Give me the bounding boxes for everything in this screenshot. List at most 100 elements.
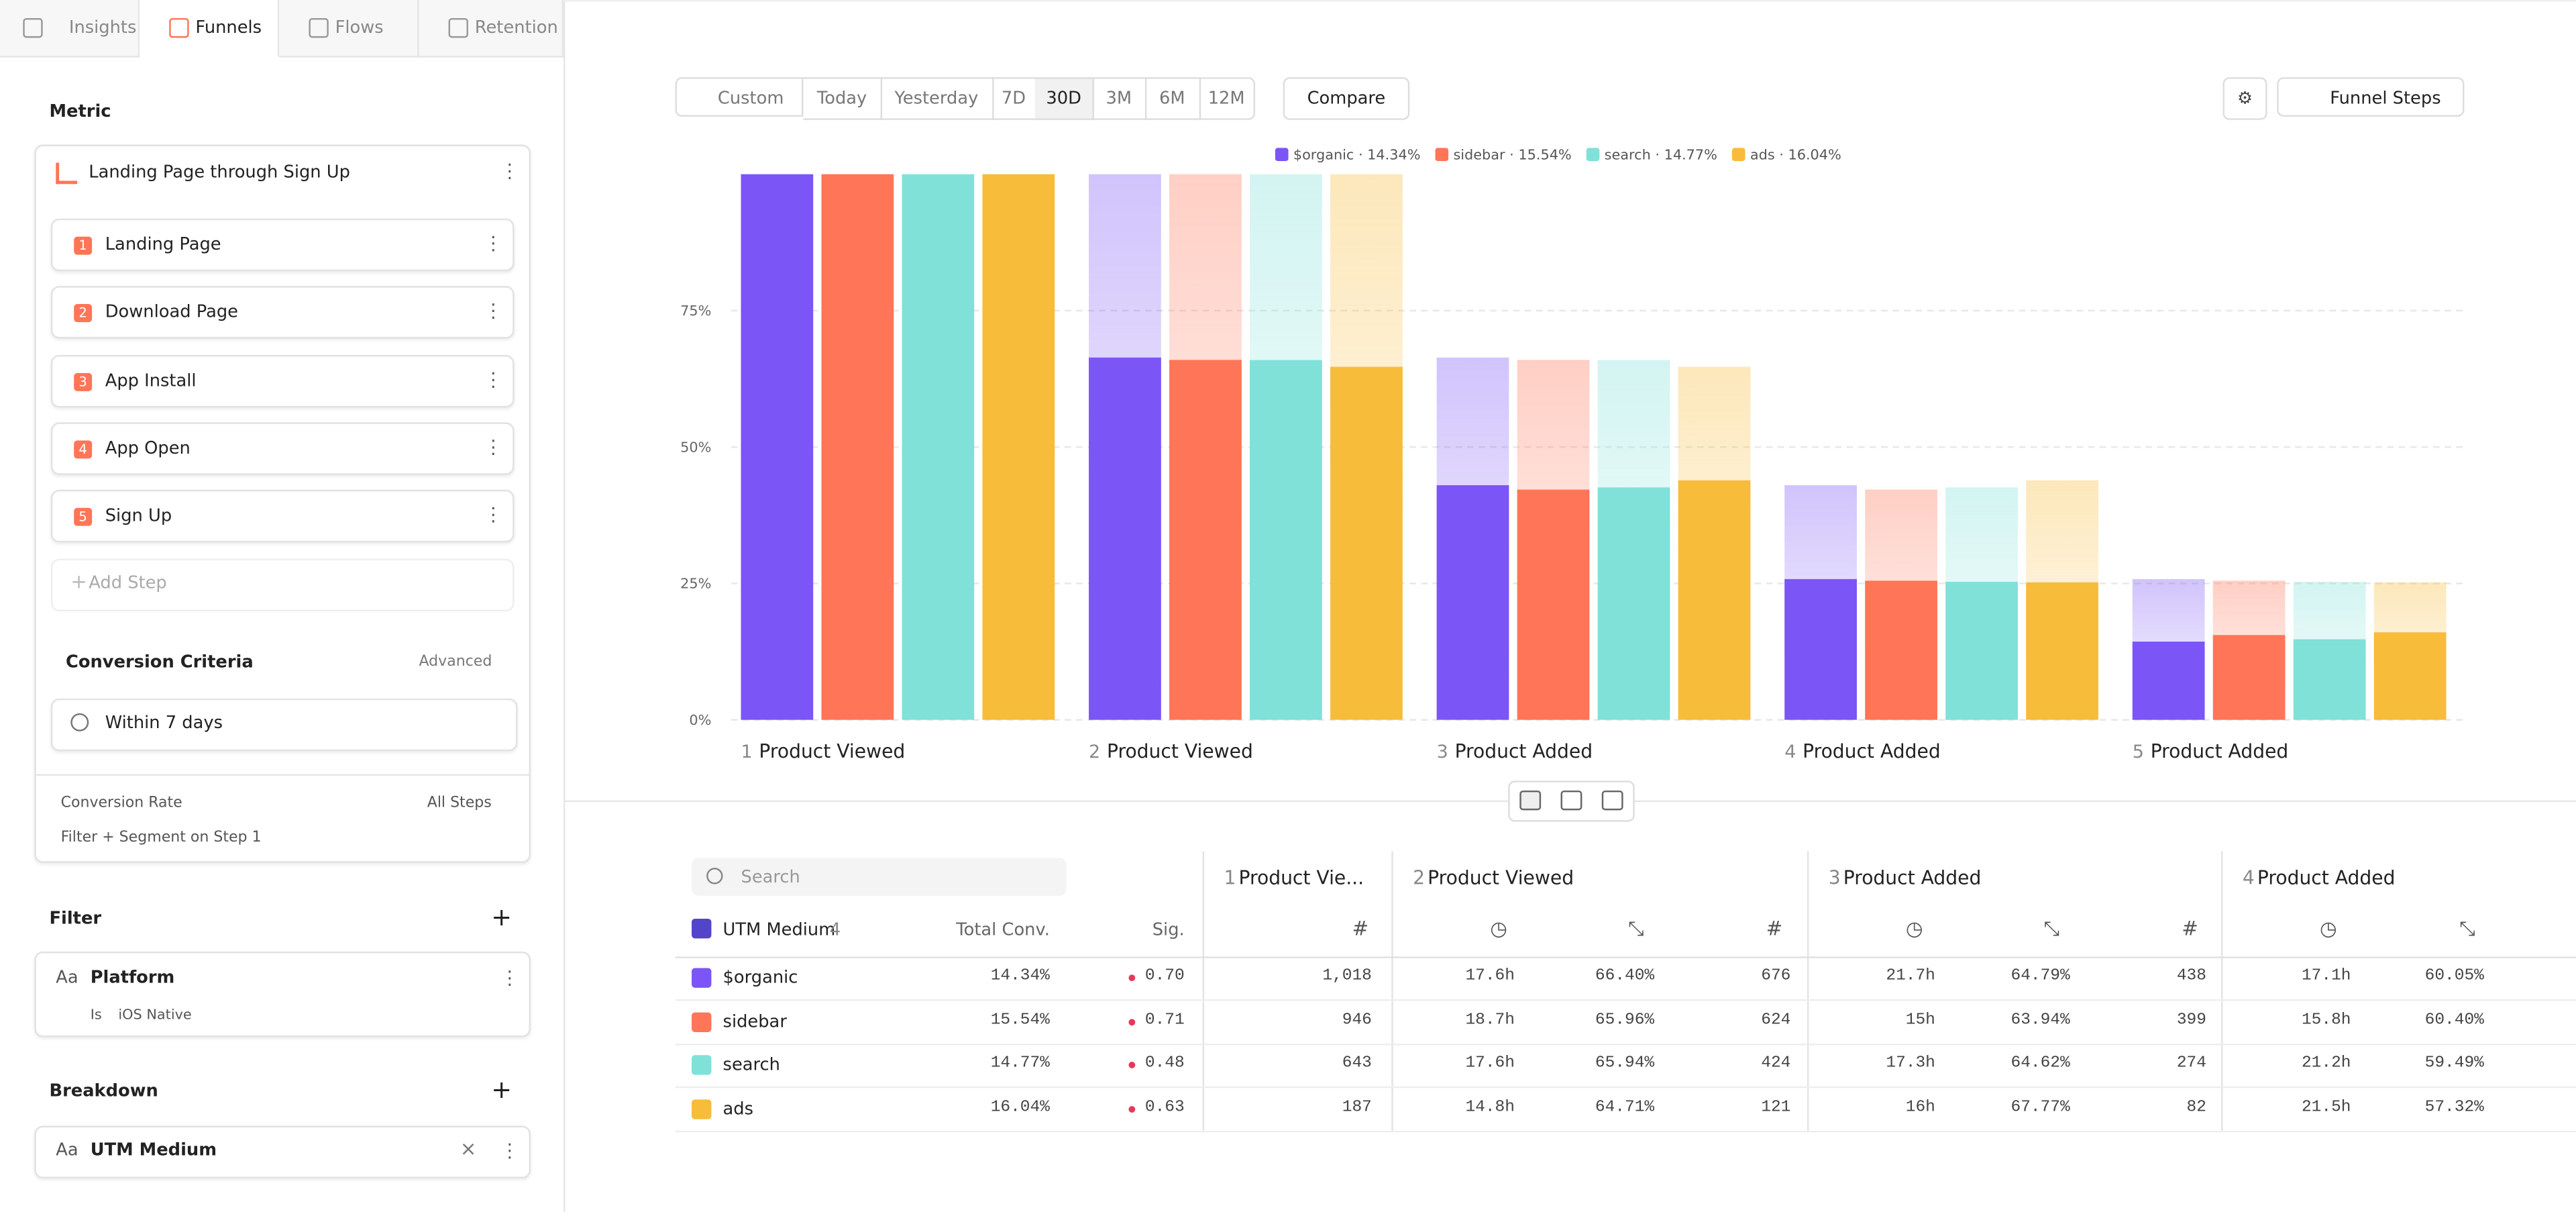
range-button[interactable]: Today — [803, 77, 883, 120]
range-button[interactable]: 12M — [1199, 77, 1256, 120]
cell: 18.7h — [1465, 1011, 1515, 1030]
cell: 399 — [2176, 1011, 2206, 1030]
step-card[interactable]: 1 Landing Page · · · — [50, 218, 515, 272]
tab[interactable]: Retention — [419, 0, 564, 58]
cell: 21.5h — [2301, 1099, 2351, 1118]
settings[interactable]: ⚙ — [2222, 77, 2267, 120]
rate-value[interactable]: All Steps — [427, 795, 492, 812]
view-select[interactable]: Funnel Steps — [2277, 77, 2465, 117]
step-card[interactable]: 4 App Open · · · — [50, 422, 515, 475]
step-number: 1 — [741, 742, 752, 762]
column-divider — [1391, 851, 1393, 1133]
more-menu[interactable]: · · · — [490, 295, 496, 330]
add[interactable]: + — [491, 1074, 513, 1105]
step-label: 2 Download Page — [74, 303, 238, 323]
bar — [2132, 642, 2205, 720]
step-card[interactable]: 3 App Install · · · — [50, 354, 515, 407]
total-conv: 16.04% — [990, 1099, 1050, 1118]
breakdown-label: UTM Medium — [722, 920, 836, 940]
bar — [1784, 578, 1857, 720]
layout-option[interactable] — [1519, 790, 1542, 811]
column-divider — [1807, 851, 1809, 1133]
aa: Aa — [56, 968, 78, 988]
column-icon: ◷ — [1490, 917, 1507, 940]
range-button[interactable]: 7D — [992, 77, 1037, 120]
range-button[interactable]: Custom — [675, 77, 804, 117]
cell: 21.7h — [1886, 968, 1935, 987]
cell: 15h — [1905, 1011, 1935, 1030]
header-checkbox[interactable] — [692, 918, 712, 939]
add-step[interactable]: Add Step + — [50, 558, 515, 612]
cell: 64.79% — [2010, 968, 2070, 987]
range-button[interactable]: Yesterday — [880, 77, 994, 120]
more-menu[interactable]: · · · — [490, 498, 496, 533]
row-checkbox[interactable] — [692, 968, 712, 988]
row-checkbox[interactable] — [692, 1056, 712, 1076]
y-tick-label: 0% — [689, 712, 711, 728]
tab[interactable]: Funnels — [140, 0, 280, 58]
sig: 0.70 — [1144, 968, 1185, 987]
step-number: 5 — [74, 508, 93, 527]
more-menu[interactable]: · · · — [506, 154, 513, 189]
column-icon: ⤡ — [2043, 917, 2060, 940]
filter-segment[interactable]: Filter + Segment on Step 1 — [60, 829, 262, 847]
legend-swatch — [1586, 148, 1600, 162]
step-number: 2 — [74, 304, 93, 323]
cell: 21.2h — [2301, 1056, 2351, 1074]
step-name: Landing Page — [105, 235, 221, 255]
range-button[interactable]: 6M — [1144, 77, 1201, 120]
filter-card: Aa Platform · · · Is iOS Native — [34, 951, 531, 1038]
range-button[interactable]: 3M — [1092, 77, 1147, 120]
legend-swatch — [1275, 148, 1289, 162]
more-menu[interactable]: · · · — [490, 362, 496, 397]
cell: 438 — [2176, 968, 2206, 987]
step-number: 1 — [1224, 866, 1236, 889]
column-divider — [1202, 851, 1205, 1133]
cell: 57.32% — [2424, 1099, 2484, 1118]
sidebar: Insights Funnels Flows Retention Metric Landi… — [0, 0, 566, 1212]
bar — [1945, 581, 2018, 720]
more-menu[interactable]: · · · — [506, 961, 513, 997]
row-rule — [675, 1087, 2576, 1089]
remove[interactable]: × — [460, 1137, 477, 1160]
search-box[interactable]: Search — [692, 858, 1067, 896]
row-checkbox[interactable] — [692, 1099, 712, 1119]
step-number: 3 — [74, 372, 93, 391]
more-menu[interactable]: · · · — [506, 1133, 513, 1169]
x-tick-label: Product Added — [1455, 740, 1593, 762]
criteria-mode[interactable]: Advanced — [419, 654, 492, 671]
layout-option[interactable] — [1560, 790, 1582, 811]
chart: 0% 25% 50% 75% 1 Product Viewed 2 Product Viewe… — [680, 147, 2465, 762]
step-card[interactable]: 2 Download Page · · · — [50, 286, 515, 340]
column-icon: # — [1766, 917, 1783, 940]
window-card[interactable]: Within 7 days — [50, 698, 518, 752]
rate-label: Conversion Rate — [60, 795, 182, 812]
layout-option[interactable] — [1601, 790, 1623, 811]
cell: 424 — [1761, 1056, 1791, 1074]
row-rule — [675, 1131, 2576, 1133]
compare[interactable]: Compare — [1283, 77, 1410, 120]
filter-value: iOS Native — [118, 1007, 192, 1024]
add[interactable]: + — [491, 902, 513, 932]
legend-item: ads · 16.04% — [1731, 147, 1841, 163]
bar — [982, 174, 1055, 720]
step-number: 3 — [1828, 866, 1841, 889]
cell: 67.77% — [2010, 1099, 2070, 1118]
x-tick-label: Product Viewed — [759, 740, 905, 762]
tab[interactable]: Insights — [0, 0, 140, 58]
tab-icon — [448, 17, 468, 38]
row-checkbox[interactable] — [692, 1011, 712, 1032]
search-icon — [706, 868, 723, 885]
step-card[interactable]: 5 Sign Up · · · — [50, 490, 515, 543]
more-menu[interactable]: · · · — [490, 430, 496, 465]
filter-property: Platform — [90, 968, 175, 988]
x-tick-label: Product Added — [1803, 740, 1941, 762]
legend-swatch — [1435, 148, 1449, 162]
filter-operator: Is — [90, 1007, 102, 1024]
more-menu[interactable]: · · · — [490, 226, 496, 262]
step-number: 4 — [74, 440, 93, 458]
tab[interactable]: Flows — [279, 0, 419, 58]
legend-label: $organic · 14.34% — [1293, 147, 1421, 163]
range-button[interactable]: 30D — [1034, 77, 1095, 120]
bar — [1517, 489, 1590, 720]
